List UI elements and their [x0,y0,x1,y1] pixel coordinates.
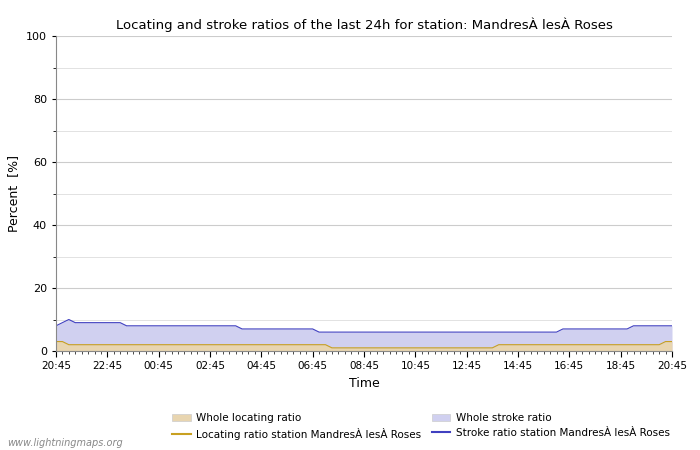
Text: www.lightningmaps.org: www.lightningmaps.org [7,438,122,448]
Title: Locating and stroke ratios of the last 24h for station: MandresÀ lesÀ Roses: Locating and stroke ratios of the last 2… [116,18,612,32]
Legend: Whole locating ratio, Locating ratio station MandresÀ lesÀ Roses, Whole stroke r: Whole locating ratio, Locating ratio sta… [172,413,669,440]
X-axis label: Time: Time [349,377,379,390]
Y-axis label: Percent  [%]: Percent [%] [8,155,20,232]
